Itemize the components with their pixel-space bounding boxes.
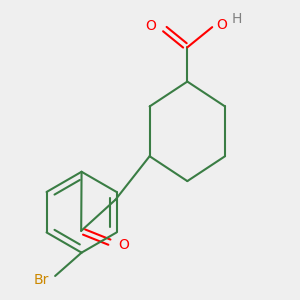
Text: O: O [216,18,227,32]
Text: H: H [232,12,242,26]
Text: O: O [119,238,130,252]
Text: Br: Br [33,273,49,287]
Text: O: O [145,19,156,33]
